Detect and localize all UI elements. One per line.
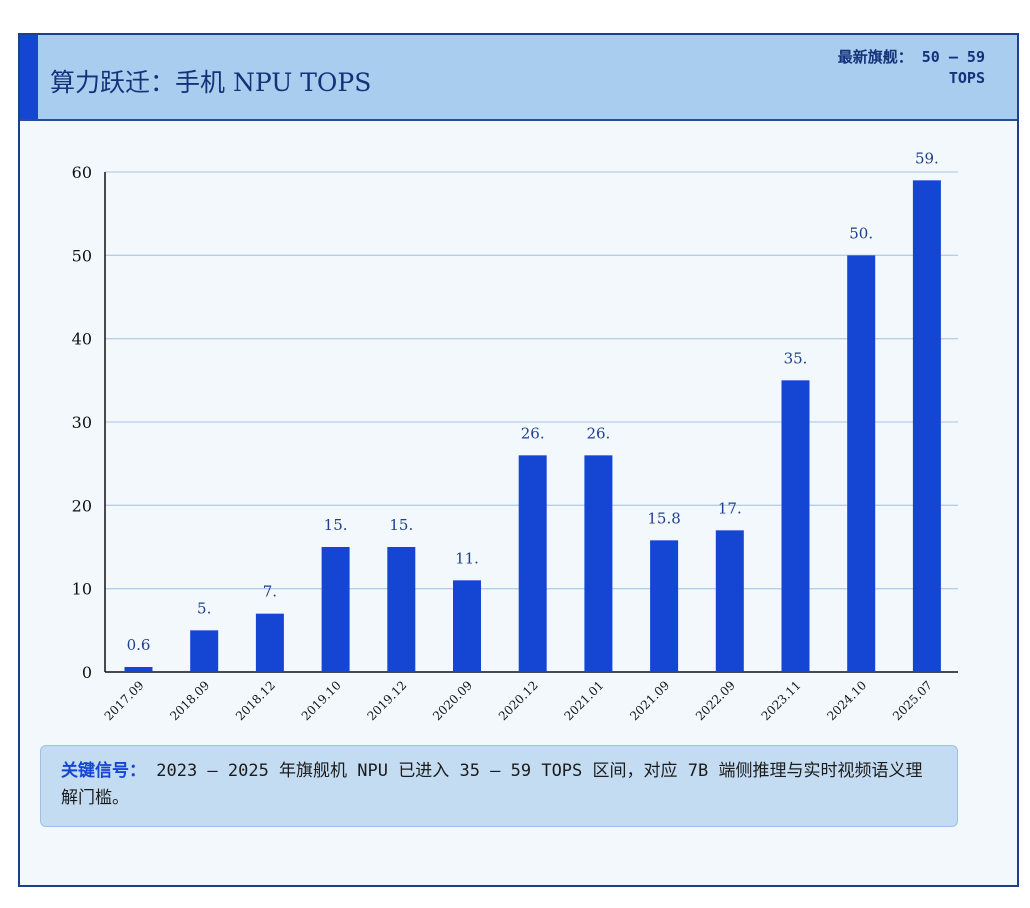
bar [321, 547, 350, 672]
header: 算力跃迁：手机 NPU TOPS 最新旗舰： 50 – 59 TOPS [20, 35, 1017, 121]
page-title: 算力跃迁：手机 NPU TOPS [50, 68, 372, 97]
bar [124, 667, 153, 672]
bar [255, 613, 284, 672]
data-label: 0.6 [127, 636, 151, 654]
x-tick-label: 2021.09 [627, 678, 672, 723]
key-signal-text: 2023 – 2025 年旗舰机 NPU 已进入 35 – 59 TOPS 区间… [61, 761, 923, 808]
x-tick-label: 2021.01 [562, 678, 607, 723]
x-tick-label: 2020.12 [496, 678, 541, 723]
x-tick-label: 2023.11 [759, 678, 804, 723]
data-label: 17. [718, 499, 742, 517]
x-tick-label: 2017.09 [102, 678, 147, 723]
y-tick-label: 40 [72, 330, 92, 349]
bar [584, 455, 613, 672]
x-tick-label: 2018.12 [233, 678, 278, 723]
x-tick-label: 2019.10 [299, 678, 344, 723]
badge-line-1: 最新旗舰： 50 – 59 [837, 48, 985, 66]
bar [847, 255, 876, 673]
header-accent [20, 35, 38, 119]
bar [387, 547, 416, 672]
data-label: 15.8 [647, 509, 680, 527]
data-label: 15. [389, 516, 413, 534]
bar [453, 580, 481, 672]
y-tick-label: 30 [72, 413, 92, 432]
x-tick-label: 2024.10 [824, 678, 869, 723]
latest-flagship-badge: 最新旗舰： 50 – 59 TOPS [765, 47, 985, 89]
bar [912, 180, 941, 673]
x-tick-label: 2020.09 [430, 678, 475, 723]
data-label: 26. [586, 424, 610, 442]
key-signal-label: 关键信号： [61, 761, 146, 781]
bar [781, 380, 810, 672]
y-tick-label: 50 [72, 246, 92, 265]
x-tick-label: 2025.07 [890, 678, 935, 723]
data-label: 11. [455, 549, 479, 567]
y-tick-label: 60 [72, 163, 92, 182]
x-tick-label: 2019.12 [364, 678, 409, 723]
key-signal-note: 关键信号： 2023 – 2025 年旗舰机 NPU 已进入 35 – 59 T… [40, 745, 958, 827]
data-label: 26. [521, 424, 545, 442]
data-label: 35. [784, 349, 808, 367]
bar [190, 630, 219, 672]
data-label: 7. [263, 583, 277, 601]
bar [650, 540, 679, 672]
data-label: 5. [197, 599, 211, 617]
x-tick-label: 2022.09 [693, 678, 738, 723]
bar [715, 530, 744, 672]
y-tick-label: 0 [82, 663, 92, 682]
y-tick-label: 20 [72, 496, 92, 515]
badge-line-2: TOPS [948, 69, 985, 87]
data-label: 59. [915, 149, 939, 167]
data-label: 50. [849, 224, 873, 242]
bar [518, 455, 547, 672]
y-tick-label: 10 [72, 580, 92, 599]
x-tick-label: 2018.09 [167, 678, 212, 723]
data-label: 15. [324, 516, 348, 534]
